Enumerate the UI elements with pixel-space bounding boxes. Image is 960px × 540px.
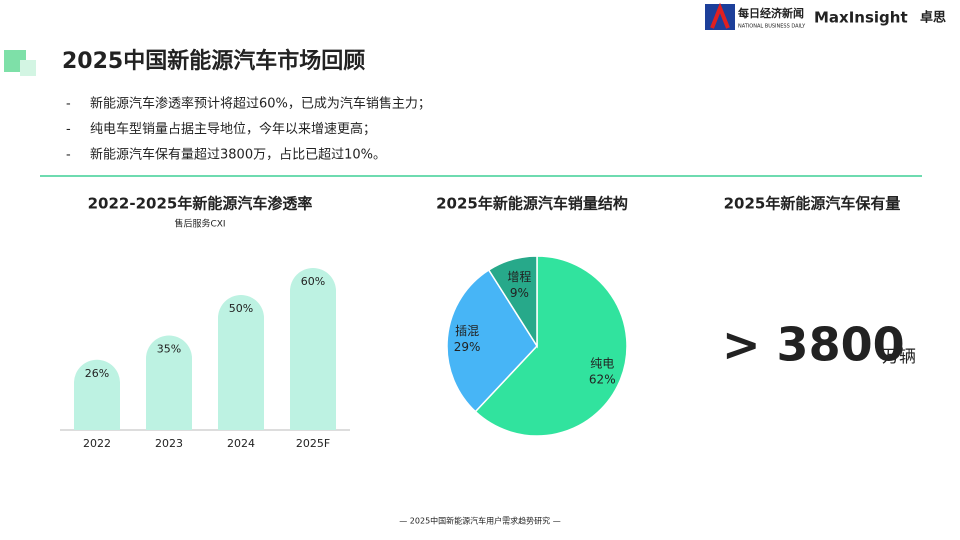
slice-label: 插混 xyxy=(455,324,479,338)
x-tick-label: 2024 xyxy=(227,437,255,450)
slice-value: 9% xyxy=(510,286,529,300)
bullet-dash: - xyxy=(66,97,71,112)
slide-title: 2025中国新能源汽车市场回顾 xyxy=(62,48,365,74)
chart-title: 2025年新能源汽车销量结构 xyxy=(436,195,628,213)
kpi-value: > 3800 xyxy=(722,318,905,372)
slice-label: 增程 xyxy=(507,269,531,284)
nbd-name-en: NATIONAL BUSINESS DAILY xyxy=(738,24,806,30)
bullet-dash: - xyxy=(66,148,71,163)
footer: — 2025中国新能源汽车用户需求趋势研究 — xyxy=(399,516,560,526)
bullet-dash: - xyxy=(66,122,71,137)
title-mark xyxy=(20,60,36,76)
bar xyxy=(290,268,336,430)
value-label: 35% xyxy=(157,343,181,356)
bar xyxy=(146,335,192,430)
nbd-logo-mark xyxy=(710,2,730,29)
bar xyxy=(74,359,120,430)
x-tick-label: 2025F xyxy=(296,437,330,450)
chart-subtitle: 售后服务CXI xyxy=(174,218,225,230)
x-tick-label: 2023 xyxy=(155,437,183,450)
chart-title: 2022-2025年新能源汽车渗透率 xyxy=(88,195,313,213)
x-tick-label: 2022 xyxy=(83,437,111,450)
kpi-unit: 万辆 xyxy=(882,347,916,367)
value-label: 26% xyxy=(85,367,109,380)
bullet: 新能源汽车渗透率预计将超过60%，已成为汽车销售主力； xyxy=(90,96,431,112)
bar xyxy=(218,295,264,430)
max-logo: MaxInsight xyxy=(814,9,908,27)
slice-label: 纯电 xyxy=(590,356,614,370)
kpi-title: 2025年新能源汽车保有量 xyxy=(724,195,901,213)
bullet: 纯电车型销量占据主导地位，今年以来增速更高； xyxy=(90,121,376,137)
max-logo-cn: 卓思 xyxy=(920,10,946,26)
value-label: 60% xyxy=(301,275,325,288)
value-label: 50% xyxy=(229,302,253,315)
slice-value: 29% xyxy=(454,340,481,354)
bullet: 新能源汽车保有量超过3800万，占比已超过10%。 xyxy=(90,147,386,163)
pie-slice xyxy=(474,255,628,437)
pie-slice xyxy=(487,255,538,349)
pie-slice xyxy=(446,268,538,413)
slice-value: 62% xyxy=(589,372,616,386)
nbd-name: 每日经济新闻 xyxy=(738,6,804,20)
